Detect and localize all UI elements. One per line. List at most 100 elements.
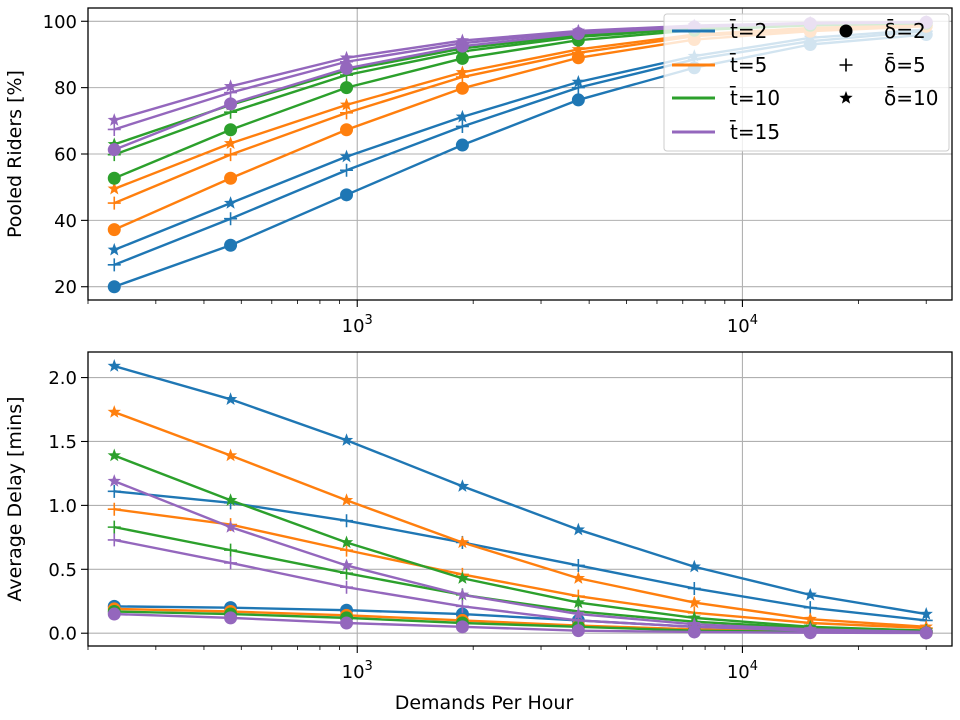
data-point (455, 587, 470, 601)
data-point (224, 123, 238, 137)
y-tick-label: 80 (54, 78, 77, 99)
data-point (571, 93, 585, 107)
data-point (340, 188, 354, 202)
data-point (223, 136, 238, 150)
legend-marker-swatch (839, 91, 853, 104)
series-line (113, 364, 927, 616)
series-2-3 (107, 359, 933, 620)
data-point (107, 405, 121, 418)
legend-marker-swatch (839, 58, 853, 72)
series-line (114, 508, 927, 630)
data-point (339, 558, 354, 572)
data-point (223, 79, 238, 92)
data-point (803, 622, 817, 636)
y-tick-label: 0.0 (48, 624, 77, 645)
data-point (340, 543, 354, 557)
data-point (571, 23, 586, 37)
x-tick-label: 103 (342, 313, 373, 337)
series-line (113, 479, 927, 634)
chart-panel-2: 103 104 0.0 0.5 1.0 1.5 2.0 Average Delay [mins… (4, 351, 953, 714)
data-point (340, 566, 354, 580)
data-point (107, 223, 121, 237)
data-point (687, 617, 701, 630)
data-point (223, 196, 238, 209)
data-point (455, 33, 470, 47)
series-line (114, 612, 927, 635)
data-point (803, 601, 817, 615)
y-axis-label: Average Delay [mins] (4, 396, 26, 601)
series-line (114, 525, 927, 632)
data-point (687, 559, 701, 573)
data-point (224, 543, 238, 557)
series-line (113, 454, 927, 632)
y-tick-label: 60 (54, 145, 77, 166)
legend-label: t̄=10 (730, 85, 780, 110)
data-point (224, 238, 238, 252)
data-point (223, 520, 238, 533)
y-tick-label: 100 (43, 12, 77, 33)
data-point (340, 61, 354, 75)
data-point (340, 616, 354, 630)
legend-label: δ̄=2 (884, 18, 926, 43)
legend-label: δ̄=10 (884, 85, 938, 110)
data-point (107, 474, 121, 487)
data-point (339, 149, 354, 163)
data-point (107, 502, 121, 516)
data-point (340, 163, 354, 177)
data-point (455, 81, 469, 95)
data-point (224, 212, 238, 226)
data-point (107, 122, 121, 136)
data-point (107, 359, 121, 372)
x-tick-label: 104 (727, 659, 758, 683)
x-tick-label: 103 (342, 659, 373, 683)
data-point (107, 607, 121, 621)
data-point (455, 535, 470, 549)
series-2-11 (107, 533, 933, 639)
legend-box (663, 13, 950, 152)
y-tick-label: 1.0 (48, 496, 77, 517)
data-point (919, 607, 933, 620)
data-point (803, 612, 817, 625)
data-point (571, 75, 586, 88)
series-line (114, 538, 927, 634)
data-point (571, 607, 586, 620)
series-line (114, 490, 927, 622)
data-point (107, 113, 121, 126)
data-point (919, 624, 933, 638)
data-point (107, 484, 121, 498)
x-axis-label: Demands Per Hour (395, 692, 574, 714)
data-point (455, 479, 470, 492)
legend-label: δ̄=5 (884, 52, 926, 77)
data-point (107, 258, 121, 272)
legend-label: t̄=15 (730, 119, 780, 144)
y-tick-label: 20 (54, 277, 77, 298)
data-point (339, 535, 354, 549)
data-point (571, 558, 585, 572)
legend-label: t̄=2 (730, 18, 768, 43)
data-point (455, 109, 470, 123)
y-tick-label: 0.5 (48, 560, 77, 581)
data-point (340, 123, 354, 137)
data-point (455, 119, 469, 133)
data-point (107, 196, 121, 210)
data-point (803, 587, 817, 601)
data-point (224, 97, 238, 111)
data-point (107, 143, 121, 157)
data-point (224, 556, 238, 570)
data-point (340, 514, 354, 528)
data-point (455, 138, 469, 152)
data-point (455, 599, 469, 613)
data-point (455, 51, 469, 65)
x-tick-label: 104 (727, 313, 758, 337)
data-point (107, 533, 121, 547)
y-axis-label: Pooled Riders [%] (4, 70, 26, 238)
data-point (687, 610, 701, 624)
data-point (571, 42, 586, 56)
data-point (223, 493, 238, 506)
data-point (107, 171, 121, 185)
y-tick-label: 40 (54, 211, 77, 232)
data-point (455, 620, 469, 634)
data-point (339, 97, 354, 111)
y-tick-label: 1.5 (48, 432, 77, 453)
